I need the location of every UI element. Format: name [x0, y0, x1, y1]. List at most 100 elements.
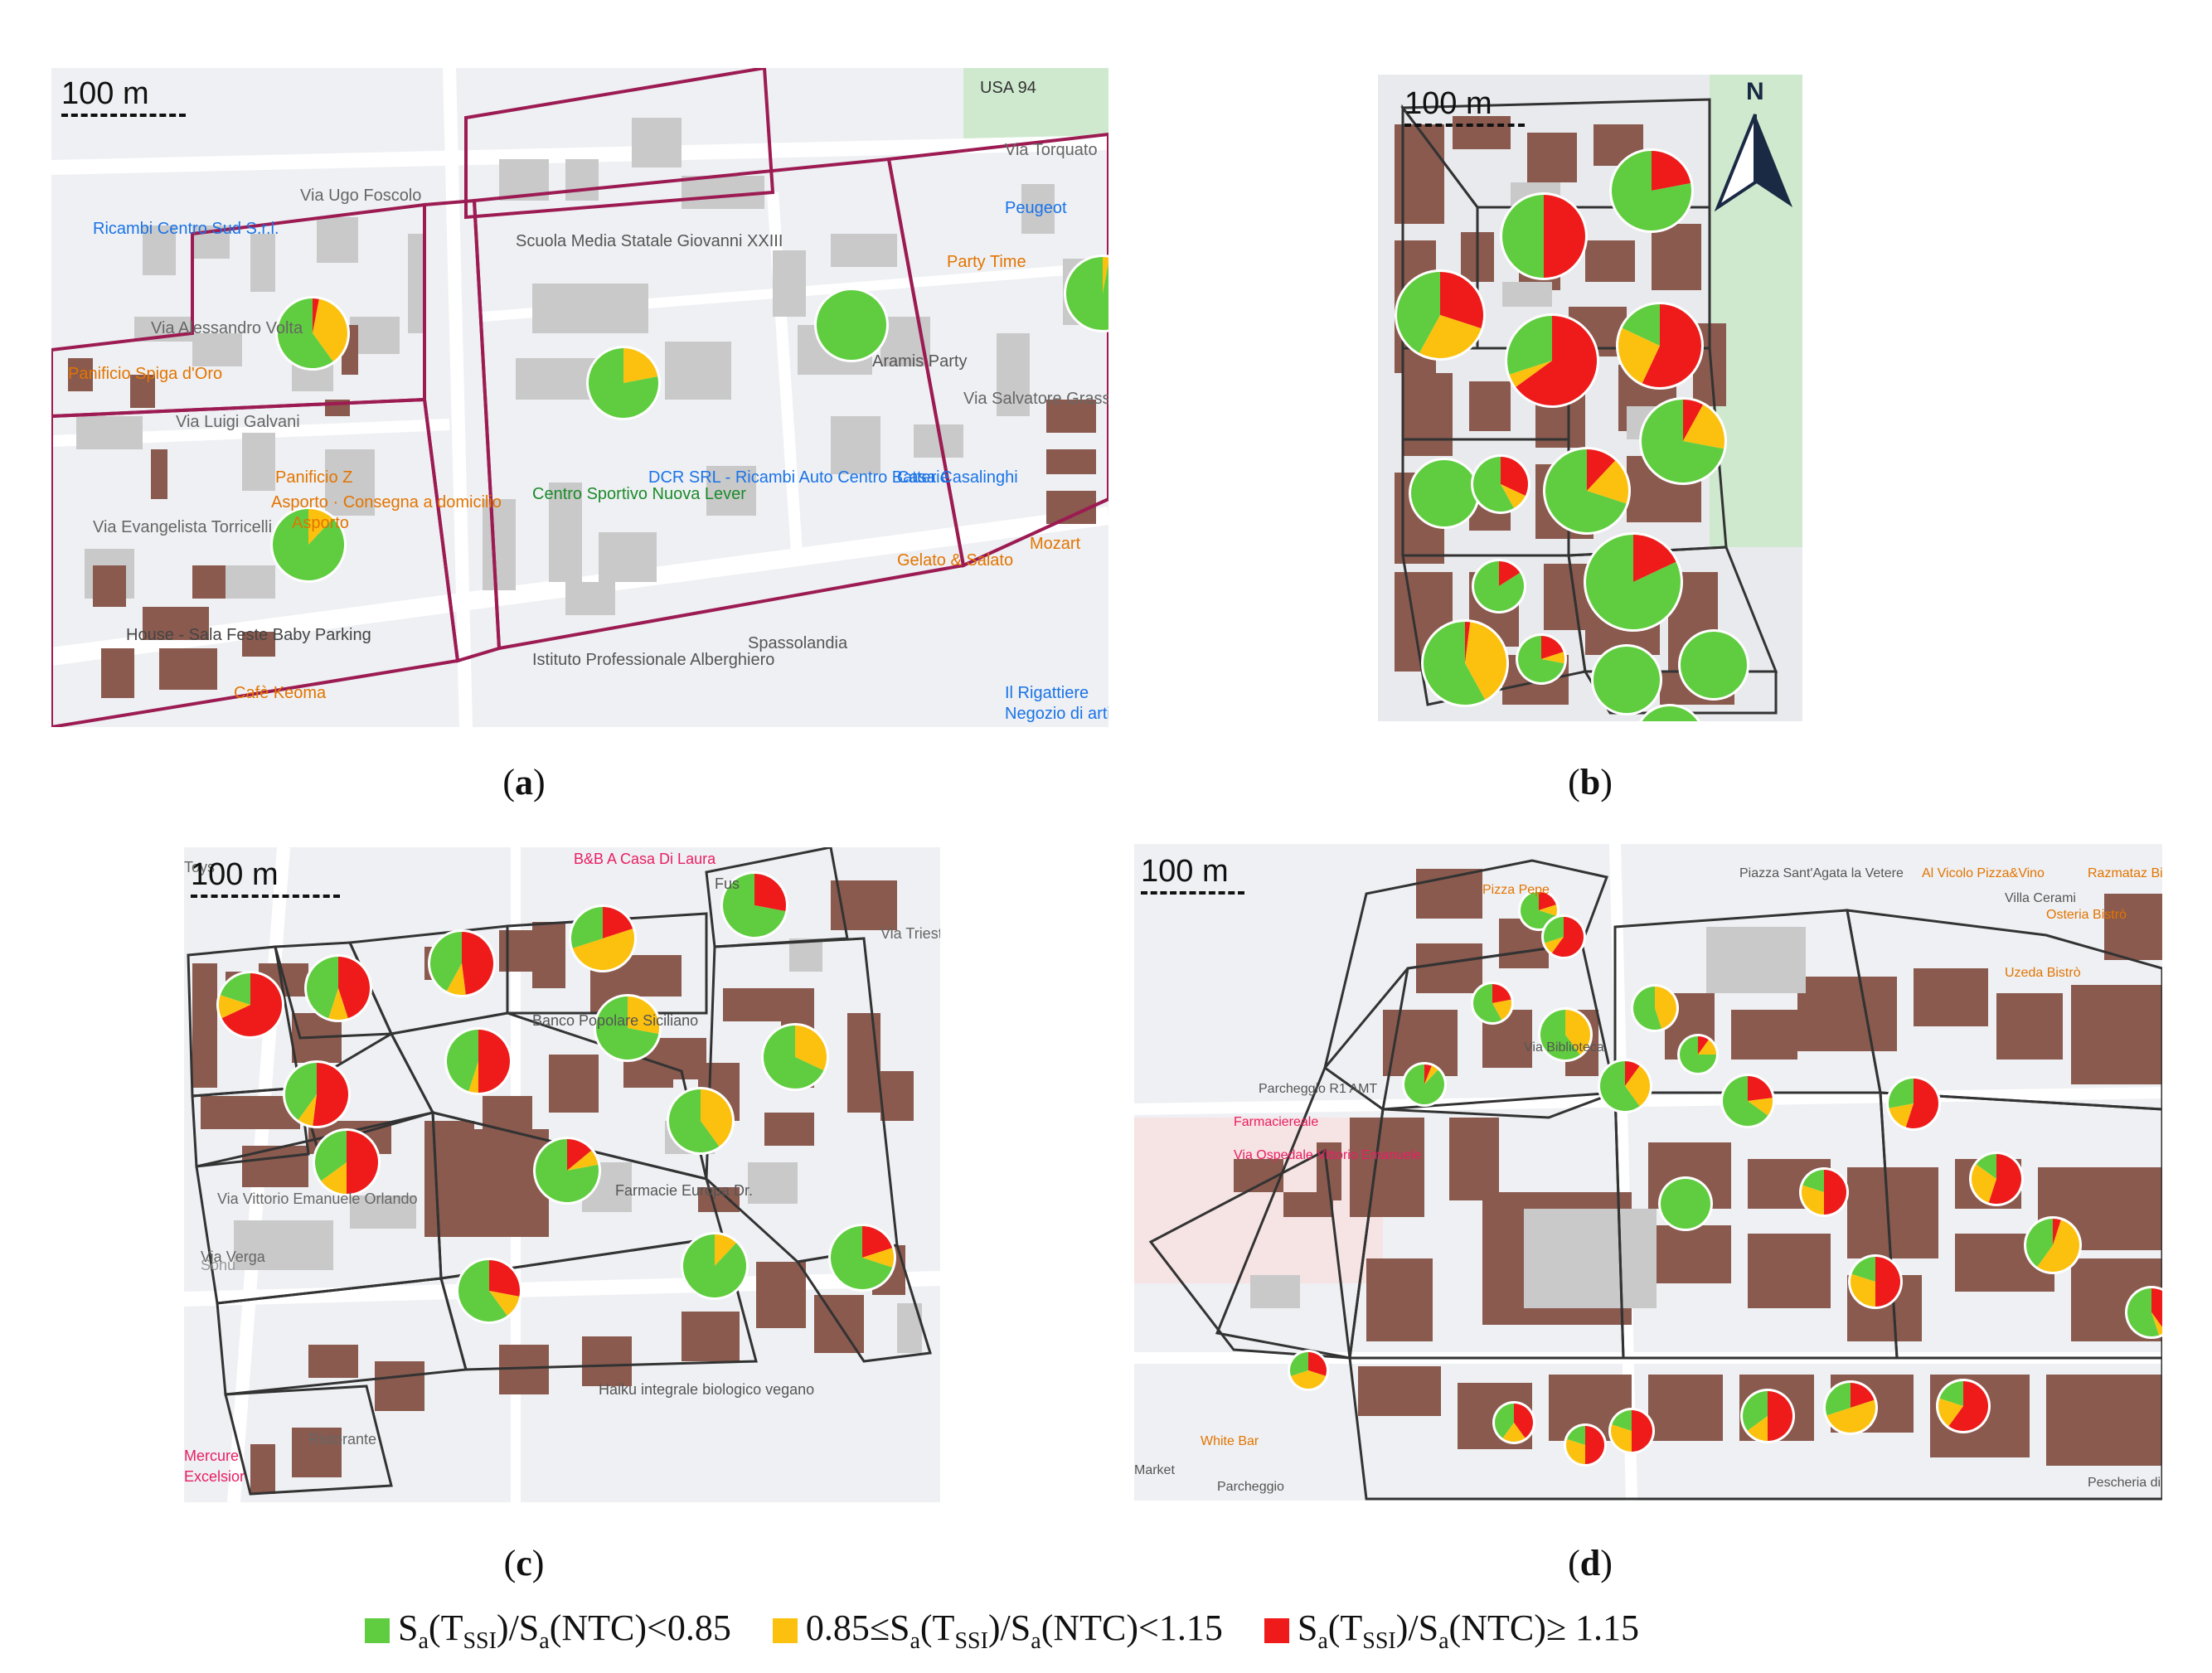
pie-d-13	[1969, 1152, 2024, 1206]
map-label-a-18: Spassolandia	[748, 634, 848, 652]
map-label-d-4: Villa Cerami	[2005, 891, 2076, 905]
pie-slice-red	[489, 1260, 520, 1297]
building	[1449, 1118, 1499, 1200]
map-panel-d: Pizza Pepe Piazza Sant'Agata la Vetere Al …	[1134, 844, 2162, 1501]
pie-slice-green	[447, 1030, 478, 1092]
building	[375, 1361, 424, 1411]
caption-d: (d)	[1568, 1543, 1613, 1583]
map-panel-a: Ricambi Centro Sud S.r.l. Via Ugo Foscolo…	[51, 68, 1108, 727]
building	[1350, 1118, 1424, 1217]
building	[789, 938, 822, 972]
pie-slice-yellow	[321, 1162, 347, 1194]
pie-slice-green	[1802, 1170, 1824, 1192]
pie-slice-green	[430, 932, 462, 992]
pie-slice-yellow	[1683, 405, 1724, 449]
map-label-c-3: Fus	[715, 875, 740, 892]
pie-slice-red	[1698, 1036, 1709, 1055]
pie-slice-green	[1545, 449, 1627, 532]
building	[93, 565, 126, 607]
pie-slice-green	[315, 1131, 347, 1181]
pie-d-8	[1720, 1074, 1775, 1128]
pie-d-9	[1886, 1076, 1941, 1131]
pie-slice-yellow	[1698, 1040, 1716, 1055]
map-label-c-11: Mercure	[184, 1448, 239, 1464]
pie-slice-red	[313, 298, 319, 333]
pie-slice-yellow	[1565, 1010, 1590, 1055]
building	[1706, 927, 1806, 993]
pie-slice-yellow	[1618, 327, 1660, 384]
pie-b-16	[1639, 704, 1700, 721]
building	[565, 159, 599, 201]
building	[1453, 116, 1511, 149]
map-label-a-3: Scuola Media Statale Giovanni XXIII	[516, 232, 783, 250]
pie-slice-green	[571, 907, 603, 948]
caption-b: (b)	[1568, 762, 1613, 803]
map-label-a-17: Mozart	[1030, 535, 1081, 553]
building	[565, 582, 615, 615]
pie-d-22	[1823, 1380, 1878, 1435]
pie-slice-red	[1948, 1381, 1988, 1431]
pie-slice-red	[338, 957, 370, 1019]
map-label-d-12: Osteria Bistrò	[2046, 908, 2127, 922]
building	[151, 449, 167, 499]
block-border	[1348, 1356, 2162, 1501]
pie-slice-green	[1518, 636, 1564, 682]
pie-slice-red	[1499, 561, 1521, 586]
pie-b-14	[1591, 644, 1662, 715]
pie-slice-yellow	[489, 1291, 520, 1316]
pie-d-15	[1848, 1254, 1903, 1309]
scale-bar-b: 100 m	[1404, 86, 1525, 127]
pie-slice-red	[1824, 1170, 1846, 1215]
building	[1748, 1234, 1831, 1308]
pie-slice-yellow	[446, 963, 466, 995]
pie-slice-green	[1612, 1410, 1632, 1431]
pie-slice-red	[1585, 1426, 1604, 1464]
pie-d-21	[1740, 1389, 1795, 1443]
pie-c-9	[761, 1023, 829, 1091]
pie-slice-yellow	[1509, 361, 1552, 387]
pie-b-5	[1616, 302, 1704, 390]
pie-slice-red	[1632, 1410, 1652, 1452]
map-label-a-24: USA 94	[980, 79, 1036, 97]
map-label-a-2: Via Ugo Foscolo	[300, 187, 421, 205]
map-panel-b: 100 m N	[1378, 75, 1802, 721]
building	[242, 632, 275, 657]
pie-slice-red	[1465, 622, 1471, 663]
map-label-c-10: Ristorante	[308, 1431, 376, 1448]
map-label-c-12: Excelsior	[184, 1468, 245, 1485]
map-label-a-5: Party Time	[947, 253, 1026, 271]
building	[1797, 977, 1897, 1051]
building	[408, 234, 424, 333]
pie-b-7	[1409, 458, 1480, 529]
pie-c-7	[444, 1027, 512, 1095]
pie-slice-green	[1851, 1257, 1875, 1282]
building	[143, 607, 209, 640]
building	[192, 963, 217, 1088]
pie-slice-yellow	[628, 997, 659, 1035]
building	[532, 284, 648, 333]
pie-c-13	[456, 1258, 522, 1324]
pie-slice-red	[1768, 1391, 1792, 1441]
pie-slice-green	[668, 1089, 720, 1152]
pie-slice-red	[478, 1030, 510, 1093]
pie-slice-red	[221, 973, 282, 1036]
building	[292, 1428, 342, 1477]
legend-swatch-yellow	[772, 1617, 798, 1643]
pie-slice-yellow	[1889, 1103, 1914, 1127]
pie-slice-red	[1501, 457, 1528, 497]
pie-slice-green	[1661, 1179, 1710, 1229]
pie-b-13	[1516, 633, 1567, 685]
park-area	[963, 68, 1108, 143]
pie-slice-yellow	[623, 348, 658, 383]
pie-slice-green	[1642, 400, 1724, 483]
pie-slice-yellow	[572, 929, 634, 970]
pie-slice-red	[1633, 535, 1676, 582]
pie-slice-green	[1976, 1154, 1996, 1179]
pie-slice-yellow	[715, 1234, 737, 1266]
pie-slice-green	[683, 1234, 747, 1297]
pie-slice-green	[1939, 1381, 1963, 1406]
block-border	[224, 1384, 393, 1496]
legend-label-green: Sa(TSSI)/Sa(NTC)<0.85	[398, 1608, 731, 1654]
pie-slice-yellow	[1655, 987, 1676, 1029]
pie-c-8	[594, 994, 662, 1062]
